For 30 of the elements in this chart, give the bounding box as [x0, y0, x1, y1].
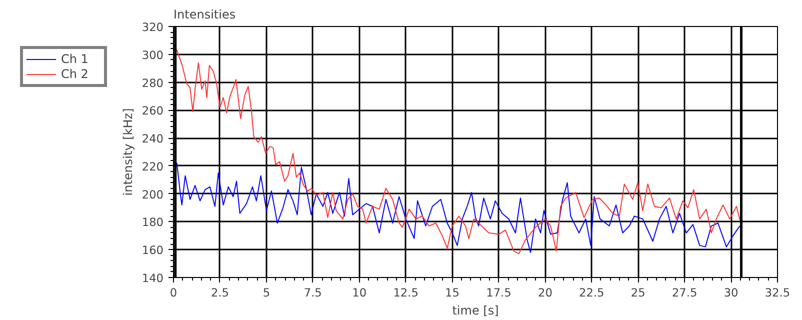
line-series: [174, 162, 740, 253]
y-tick-label: 160: [142, 243, 164, 258]
x-tick-label: 30: [724, 286, 738, 300]
x-tick-label: 0: [170, 286, 178, 300]
x-tick-label: 20: [538, 286, 552, 300]
x-tick-label: 25: [630, 286, 646, 300]
y-tick-label: 240: [142, 132, 164, 146]
legend-label: Ch 1: [61, 52, 90, 66]
y-tick-label: 320: [142, 20, 164, 34]
x-tick-label: 12.5: [393, 286, 418, 300]
x-tick-label: 32.5: [764, 286, 790, 300]
x-tick-label: 7.5: [304, 286, 322, 300]
x-tick-label: 27.5: [672, 286, 698, 300]
y-tick-label: 220: [142, 159, 164, 174]
x-tick-label: 10: [352, 286, 367, 300]
y-tick-label: 200: [142, 187, 164, 202]
y-tick-label: 260: [142, 104, 164, 118]
legend-label: Ch 2: [61, 67, 90, 81]
y-tick-label: 180: [142, 215, 164, 230]
chart-title: Intensities: [174, 8, 236, 22]
y-tick-label: 300: [142, 48, 164, 62]
y-tick-label: 280: [142, 76, 164, 90]
x-tick-label: 5: [262, 286, 270, 300]
y-axis-title: intensity [kHz]: [120, 108, 135, 196]
y-tick-label: 140: [142, 271, 164, 285]
x-tick-label: 2.5: [210, 286, 229, 300]
x-tick-label: 15: [445, 286, 460, 300]
x-axis-title: time [s]: [452, 304, 499, 318]
x-tick-label: 22.5: [579, 286, 604, 300]
x-tick-label: 17.5: [486, 286, 512, 300]
